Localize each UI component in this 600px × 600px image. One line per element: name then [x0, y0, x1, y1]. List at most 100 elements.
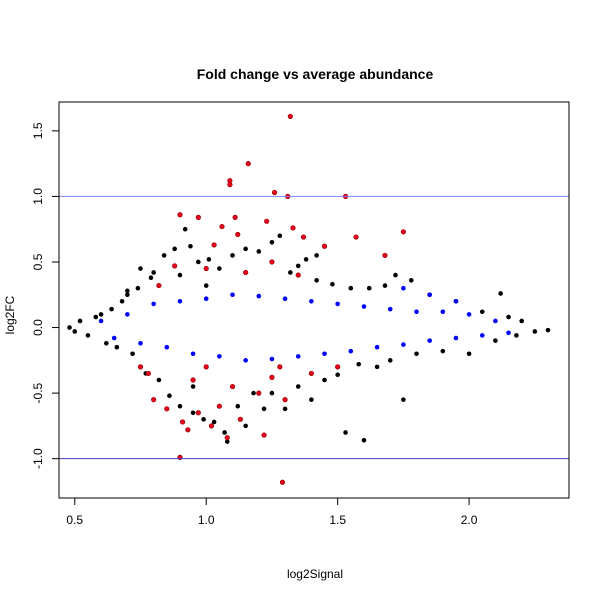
data-point-blue — [309, 299, 314, 304]
data-point-black — [172, 246, 177, 252]
data-point-blue — [177, 299, 183, 304]
data-point-black — [203, 283, 209, 288]
data-point-red — [261, 432, 267, 438]
data-point-blue — [322, 351, 327, 357]
data-point-black — [230, 253, 235, 258]
data-point-black — [519, 318, 524, 324]
data-point-red — [269, 259, 275, 265]
data-point-black — [282, 406, 288, 412]
y-tick-label: 0.0 — [31, 319, 45, 336]
data-point-black — [269, 390, 275, 396]
data-point-black — [190, 384, 196, 389]
data-point-red — [203, 265, 209, 272]
data-point-red — [382, 252, 388, 259]
data-point-black — [408, 278, 414, 283]
data-point-black — [77, 318, 83, 324]
data-point-blue — [256, 293, 262, 299]
data-point-black — [104, 340, 109, 346]
data-point-black — [493, 338, 498, 343]
data-point-blue — [230, 292, 235, 298]
data-point-black — [261, 406, 267, 412]
data-point-red — [227, 182, 233, 188]
data-point-black — [119, 299, 125, 304]
x-tick-label: 2.0 — [461, 513, 478, 527]
data-point-blue — [164, 344, 170, 350]
data-point-blue — [125, 312, 130, 317]
data-point-blue — [269, 356, 275, 362]
y-tick-label: -1.0 — [31, 448, 45, 469]
data-point-black — [440, 348, 446, 354]
data-point-red — [195, 214, 201, 220]
data-point-black — [374, 364, 380, 370]
data-point-black — [201, 417, 206, 422]
data-point-blue — [440, 309, 446, 315]
data-point-black — [498, 291, 503, 296]
data-point-black — [335, 372, 340, 378]
data-point-blue — [348, 348, 354, 354]
data-point-red — [237, 416, 243, 422]
y-tick-label: -0.5 — [31, 382, 45, 403]
data-point-black — [314, 253, 319, 258]
data-point-black — [125, 288, 130, 294]
data-point-red — [256, 390, 262, 396]
x-tick-label: 1.0 — [198, 513, 215, 527]
data-point-black — [243, 246, 248, 252]
data-point-red — [400, 229, 406, 235]
data-point-black — [211, 419, 217, 425]
data-point-red — [145, 370, 151, 377]
x-tick-label: 0.5 — [66, 513, 83, 527]
data-point-black — [217, 266, 222, 271]
data-point-black — [72, 329, 78, 334]
data-point-red — [195, 410, 201, 416]
data-point-black — [466, 351, 472, 357]
data-point-red — [172, 263, 178, 269]
data-point-black — [309, 397, 314, 402]
data-point-black — [151, 270, 156, 275]
data-point-blue — [466, 312, 472, 317]
data-point-red — [353, 234, 359, 240]
data-point-black — [177, 272, 183, 278]
data-point-black — [93, 314, 99, 320]
data-point-blue — [203, 296, 209, 301]
y-tick-label: 0.5 — [31, 253, 45, 270]
data-point-red — [177, 212, 183, 218]
data-point-black — [269, 240, 275, 245]
data-point-red — [190, 377, 196, 383]
data-point-black — [343, 430, 348, 435]
data-point-blue — [479, 333, 485, 338]
data-point-red — [271, 189, 278, 196]
data-point-blue — [151, 301, 156, 307]
data-point-blue — [374, 344, 380, 350]
points-layer — [67, 113, 551, 485]
data-point-black — [243, 423, 248, 429]
data-point-black — [135, 285, 141, 291]
data-point-black — [330, 281, 335, 287]
data-point-red — [287, 113, 293, 120]
data-point-black — [479, 309, 485, 315]
data-point-red — [179, 419, 186, 425]
data-point-blue — [401, 285, 406, 291]
x-axis-label: log2Signal — [287, 567, 343, 581]
data-point-blue — [217, 354, 222, 359]
y-tick-label: 1.0 — [31, 188, 45, 205]
data-point-black — [356, 361, 361, 367]
data-point-red — [219, 223, 225, 230]
data-point-black — [295, 384, 301, 389]
data-point-red — [211, 242, 217, 248]
data-point-black — [177, 403, 183, 409]
data-point-black — [314, 278, 319, 283]
data-point-black — [206, 257, 212, 262]
data-point-black — [348, 285, 354, 291]
data-point-black — [109, 306, 114, 312]
data-point-red — [137, 364, 144, 370]
data-point-black — [148, 275, 154, 281]
data-point-blue — [493, 318, 498, 324]
chart-title: Fold change vs average abundance — [197, 66, 434, 82]
data-point-blue — [190, 351, 196, 357]
data-point-red — [216, 403, 222, 409]
data-point-black — [188, 243, 193, 249]
data-point-black — [393, 272, 398, 278]
